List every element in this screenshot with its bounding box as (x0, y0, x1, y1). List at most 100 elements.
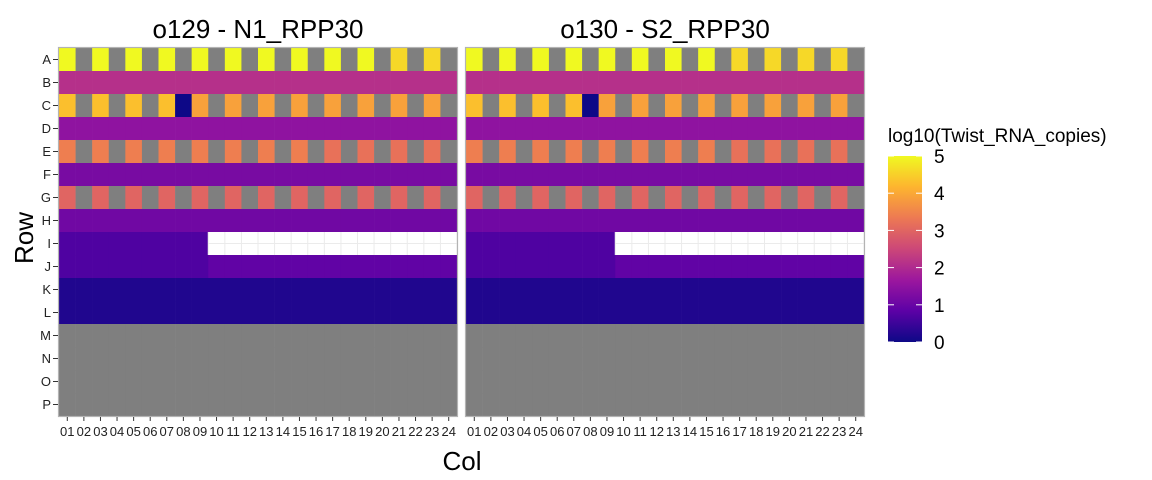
heatmap-cell-A23 (830, 48, 848, 72)
heatmap-cell-K01 (59, 278, 76, 302)
heatmap-cell-L23 (830, 301, 848, 325)
heatmap-cell-G17 (731, 186, 749, 210)
heatmap-cell-E18 (340, 140, 358, 164)
heatmap-cell-D14 (274, 117, 292, 141)
column-tick-label: 15 (699, 424, 713, 439)
heatmap-cell-D02 (75, 117, 93, 141)
heatmap-cell-F23 (423, 163, 441, 187)
heatmap-cell-P17 (731, 393, 749, 417)
heatmap-cell-L07 (565, 301, 583, 325)
heatmap-cell-B23 (830, 71, 848, 95)
heatmap-cell-M01 (59, 324, 76, 348)
heatmap-cell-M08 (175, 324, 192, 348)
column-tick-label: 14 (683, 424, 697, 439)
heatmap-cell-N18 (340, 347, 358, 371)
column-tick-label: 11 (226, 424, 240, 439)
heatmap-cell-K08 (582, 278, 599, 302)
column-tick-label: 16 (716, 424, 730, 439)
row-tick-label: N (42, 351, 51, 366)
heatmap-cell-E15 (291, 140, 309, 164)
heatmap-cell-O15 (291, 370, 309, 394)
heatmap-cell-C03 (92, 94, 110, 118)
heatmap-cell-I01 (59, 232, 76, 256)
heatmap-cell-F02 (75, 163, 93, 187)
heatmap-cell-A06 (141, 48, 159, 72)
heatmap-cell-K02 (75, 278, 93, 302)
heatmap-cell-P24 (847, 393, 865, 417)
heatmap-cell-G04 (515, 186, 533, 210)
heatmap-cell-D09 (191, 117, 209, 141)
heatmap-cell-L12 (241, 301, 259, 325)
heatmap-cell-M07 (565, 324, 583, 348)
heatmap-cell-P01 (466, 393, 483, 417)
heatmap-cell-M20 (781, 324, 798, 348)
heatmap-cell-N23 (423, 347, 441, 371)
heatmap-cell-L16 (714, 301, 732, 325)
heatmap-cell-F20 (374, 163, 391, 187)
heatmap-cell-K09 (598, 278, 616, 302)
heatmap-cell-L01 (59, 301, 76, 325)
column-tick-label: 24 (848, 424, 862, 439)
heatmap-cell-L19 (764, 301, 782, 325)
heatmap-cell-D21 (797, 117, 815, 141)
heatmap-cell-G14 (274, 186, 292, 210)
heatmap-cell-G08 (175, 186, 192, 210)
heatmap-cell-J16 (714, 255, 732, 279)
heatmap-cell-G24 (847, 186, 865, 210)
heatmap-cell-N24 (847, 347, 865, 371)
column-tick-label: 12 (242, 424, 256, 439)
heatmap-cell-J01 (466, 255, 483, 279)
heatmap-cell-A21 (797, 48, 815, 72)
heatmap-cell-M07 (158, 324, 176, 348)
heatmap-cell-I02 (482, 232, 500, 256)
heatmap-cell-M24 (440, 324, 458, 348)
heatmap-cell-C09 (598, 94, 616, 118)
heatmap-cell-K05 (125, 278, 143, 302)
heatmap-cell-A13 (665, 48, 682, 72)
heatmap-cell-H21 (797, 209, 815, 233)
heatmap-cell-H04 (515, 209, 533, 233)
heatmap-cell-M03 (499, 324, 517, 348)
row-tick-label: K (42, 282, 51, 297)
heatmap-cell-D12 (648, 117, 666, 141)
heatmap-cell-C02 (75, 94, 93, 118)
heatmap-cell-O18 (340, 370, 358, 394)
heatmap-cell-I04 (515, 232, 533, 256)
heatmap-cell-F09 (598, 163, 616, 187)
heatmap-cell-J12 (241, 255, 259, 279)
heatmap-cell-N13 (665, 347, 682, 371)
heatmap-cell-I06 (141, 232, 159, 256)
heatmap-cell-D23 (830, 117, 848, 141)
heatmap-cell-G18 (747, 186, 765, 210)
heatmap-cell-L11 (631, 301, 649, 325)
heatmap-cell-L14 (274, 301, 292, 325)
heatmap-cell-E03 (499, 140, 517, 164)
heatmap-cell-P03 (92, 393, 110, 417)
heatmap-cell-K24 (847, 278, 865, 302)
heatmap-cell-N16 (714, 347, 732, 371)
heatmap-cell-D20 (781, 117, 798, 141)
heatmap-cell-O24 (440, 370, 458, 394)
heatmap-cell-H22 (814, 209, 832, 233)
heatmap-cell-H01 (466, 209, 483, 233)
heatmap-cell-C12 (648, 94, 666, 118)
heatmap-cell-F12 (648, 163, 666, 187)
column-tick-label: 20 (782, 424, 796, 439)
heatmap-cell-D15 (698, 117, 716, 141)
heatmap-cell-O21 (797, 370, 815, 394)
heatmap-cell-P15 (698, 393, 716, 417)
heatmap-cell-B05 (125, 71, 143, 95)
heatmap-cell-P18 (747, 393, 765, 417)
heatmap-cell-J21 (797, 255, 815, 279)
heatmap-cell-J17 (324, 255, 342, 279)
heatmap-cell-J04 (108, 255, 126, 279)
heatmap-cell-B13 (665, 71, 682, 95)
heatmap-cell-L09 (191, 301, 209, 325)
heatmap-cell-K18 (340, 278, 358, 302)
heatmap-cell-P10 (615, 393, 633, 417)
heatmap-cell-E04 (515, 140, 533, 164)
heatmap-cell-N16 (307, 347, 325, 371)
heatmap-cell-J07 (565, 255, 583, 279)
heatmap-cell-D24 (847, 117, 865, 141)
